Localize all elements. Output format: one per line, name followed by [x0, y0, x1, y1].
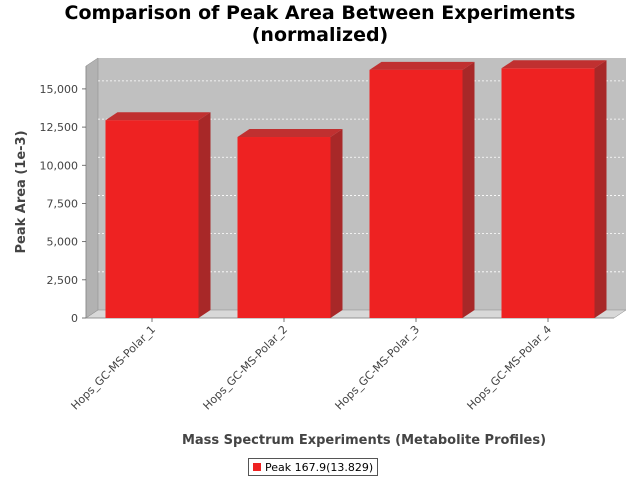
bar	[105, 120, 199, 318]
y-tick-label: 0	[71, 312, 78, 325]
y-axis-title: Peak Area (1e-3)	[14, 130, 29, 253]
legend-swatch	[253, 463, 261, 471]
y-tick-label: 10,000	[40, 159, 79, 172]
bar-side	[594, 60, 607, 319]
y-tick-label: 2,500	[47, 274, 79, 287]
bar-top	[501, 60, 607, 69]
bar-side	[198, 112, 211, 318]
bar	[501, 68, 595, 318]
x-tick-label: Hops_GC-MS-Polar_2	[201, 323, 291, 413]
plot-left-wall	[85, 57, 99, 319]
bar-side	[462, 61, 475, 319]
x-axis-title: Mass Spectrum Experiments (Metabolite Pr…	[182, 433, 546, 448]
chart-title-line1: Comparison of Peak Area Between Experime…	[64, 2, 576, 24]
bar-top	[369, 61, 475, 70]
bar	[369, 69, 463, 319]
y-tick-label: 12,500	[40, 121, 79, 134]
chart-legend: Peak 167.9(13.829)	[248, 458, 379, 476]
chart-title-line2: (normalized)	[251, 24, 389, 46]
x-tick-label: Hops_GC-MS-Polar_1	[69, 323, 159, 413]
y-tick-label: 5,000	[47, 236, 79, 249]
y-tick-label: 7,500	[47, 197, 79, 210]
y-tick-label: 15,000	[40, 83, 79, 96]
bar	[237, 137, 331, 318]
chart-title: Comparison of Peak Area Between Experime…	[0, 2, 640, 46]
x-tick-label: Hops_GC-MS-Polar_4	[465, 323, 555, 413]
bar-top	[237, 129, 343, 138]
legend-label: Peak 167.9(13.829)	[265, 460, 374, 474]
bar-side	[330, 129, 343, 318]
x-tick-label: Hops_GC-MS-Polar_3	[333, 323, 423, 413]
bar-top	[105, 112, 211, 121]
